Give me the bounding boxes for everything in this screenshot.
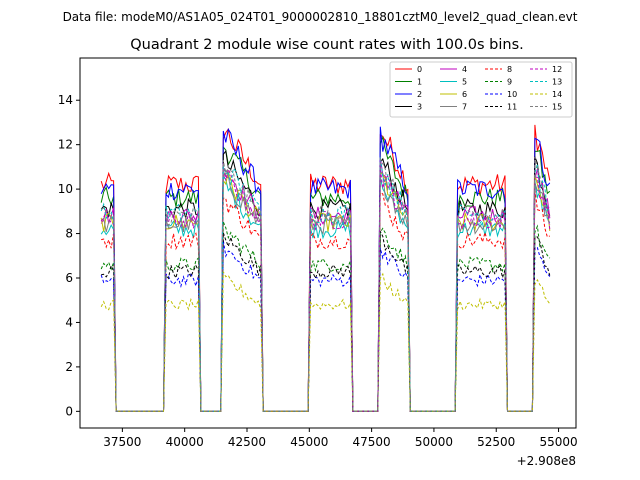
x-axis: 37500 40000 42500 45000 47500 50000 52500 55000 [103, 428, 578, 449]
legend-label-5: 5 [462, 78, 467, 87]
y-tick-label: 0 [65, 404, 73, 418]
y-tick-label: 14 [58, 93, 73, 107]
legend-label-2: 2 [417, 90, 422, 99]
series-line-2 [100, 126, 551, 412]
x-tick-label: 47500 [353, 435, 391, 449]
legend-label-14: 14 [552, 90, 562, 99]
y-tick-label: 8 [65, 227, 73, 241]
series-line-6 [100, 170, 551, 412]
legend-label-15: 15 [552, 103, 562, 112]
x-tick-label: 40000 [166, 435, 204, 449]
series-line-7 [100, 169, 551, 412]
y-tick-label: 4 [65, 315, 73, 329]
x-tick-label: 55000 [539, 435, 577, 449]
legend-label-0: 0 [417, 65, 422, 74]
legend-label-3: 3 [417, 103, 422, 112]
legend-box [389, 61, 573, 118]
x-offset-label: +2.908e8 [517, 454, 576, 468]
x-tick-label: 37500 [103, 435, 141, 449]
legend-label-7: 7 [462, 103, 467, 112]
legend-label-8: 8 [507, 65, 512, 74]
y-tick-label: 12 [58, 138, 73, 152]
legend-label-6: 6 [462, 90, 467, 99]
y-tick-label: 10 [58, 182, 73, 196]
x-tick-label: 50000 [415, 435, 453, 449]
figure-suptitle: Data file: modeM0/AS1A05_024T01_90000028… [63, 10, 578, 24]
y-axis: 0 2 4 6 8 10 12 14 [58, 93, 80, 418]
series-line-14 [100, 271, 551, 412]
series-line-13 [100, 156, 551, 412]
x-tick-label: 42500 [228, 435, 266, 449]
legend-label-13: 13 [552, 78, 562, 87]
legend-label-9: 9 [507, 78, 512, 87]
x-tick-label: 45000 [290, 435, 328, 449]
chart-title: Quadrant 2 module wise count rates with … [130, 37, 524, 53]
series-line-8 [101, 188, 550, 412]
legend-label-1: 1 [417, 78, 422, 87]
y-tick-label: 6 [65, 271, 73, 285]
legend-label-11: 11 [507, 103, 517, 112]
series-line-10 [100, 240, 551, 412]
legend-label-4: 4 [462, 65, 467, 74]
legend-label-12: 12 [552, 65, 562, 74]
legend-label-10: 10 [507, 90, 517, 99]
series-line-0 [100, 124, 551, 412]
plot-frame [79, 57, 577, 429]
y-tick-label: 2 [65, 360, 73, 374]
series-line-3 [100, 150, 551, 412]
series-layer [100, 124, 551, 412]
x-tick-label: 52500 [477, 435, 515, 449]
series-line-12 [100, 162, 551, 412]
series-line-9 [100, 221, 551, 412]
